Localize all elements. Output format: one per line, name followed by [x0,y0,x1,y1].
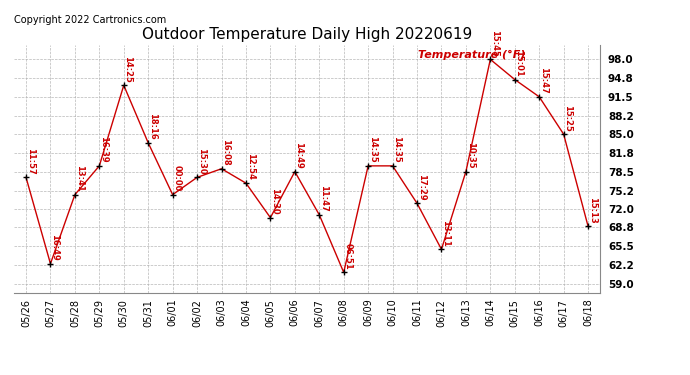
Text: 17:29: 17:29 [417,174,426,201]
Text: 14:30: 14:30 [270,188,279,215]
Text: 13:41: 13:41 [75,165,83,192]
Text: 15:25: 15:25 [563,105,572,131]
Text: 15:47: 15:47 [539,67,548,94]
Text: 15:30: 15:30 [197,148,206,175]
Text: 16:39: 16:39 [99,136,108,163]
Text: 11:57: 11:57 [26,148,34,175]
Text: Copyright 2022 Cartronics.com: Copyright 2022 Cartronics.com [14,15,166,25]
Text: 06:51: 06:51 [344,243,353,270]
Text: 16:08: 16:08 [221,140,230,166]
Text: 15:01: 15:01 [515,50,524,77]
Text: 14:25: 14:25 [124,56,132,82]
Text: 15:13: 15:13 [588,197,597,223]
Text: 14:35: 14:35 [368,136,377,163]
Text: 14:35: 14:35 [392,136,402,163]
Text: 13:11: 13:11 [441,220,450,246]
Text: 10:35: 10:35 [466,142,475,169]
Text: 16:49: 16:49 [50,234,59,261]
Text: 00:00: 00:00 [172,165,181,192]
Text: Temperature (°F): Temperature (°F) [418,50,526,60]
Text: 15:45: 15:45 [490,30,499,57]
Text: 18:16: 18:16 [148,113,157,140]
Text: 12:54: 12:54 [246,153,255,180]
Text: 11:47: 11:47 [319,185,328,212]
Text: 14:49: 14:49 [295,142,304,169]
Title: Outdoor Temperature Daily High 20220619: Outdoor Temperature Daily High 20220619 [142,27,472,42]
